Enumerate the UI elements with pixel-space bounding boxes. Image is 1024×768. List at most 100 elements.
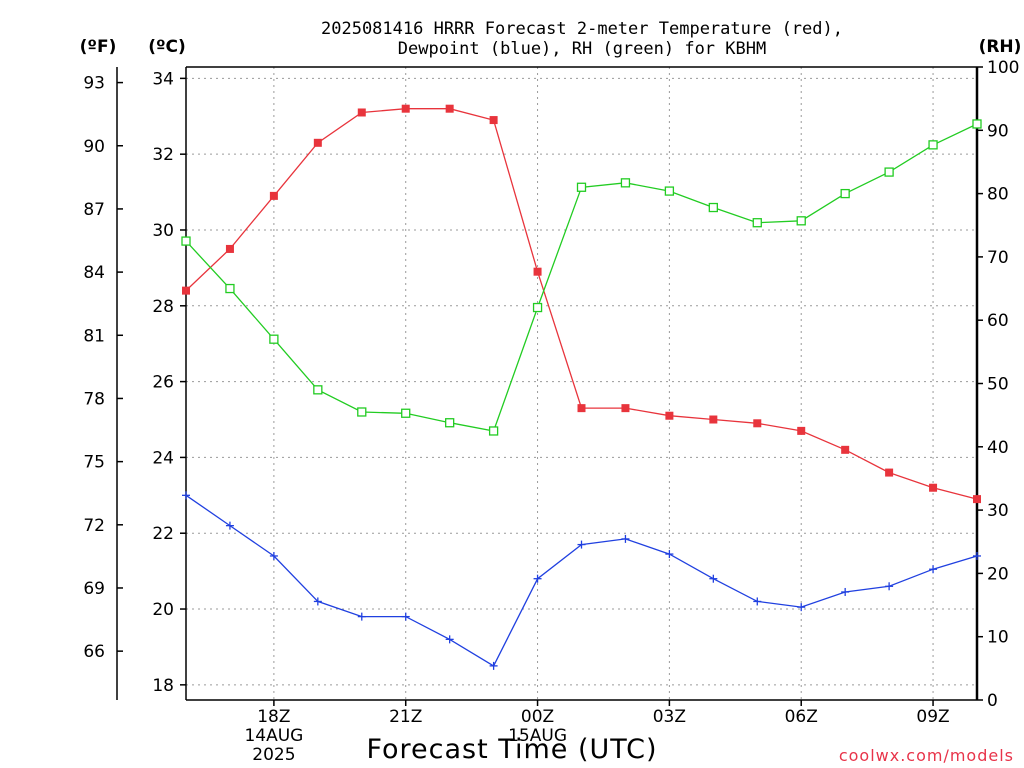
x-tick-label: 15AUG — [508, 726, 567, 746]
dewpoint-point — [401, 612, 410, 621]
dewpoint-point — [225, 521, 234, 530]
x-tick-label: 14AUG — [244, 726, 303, 746]
temperature-point — [709, 415, 718, 424]
rh-point — [708, 202, 718, 213]
chart-axes — [116, 66, 983, 706]
rh-point — [884, 167, 894, 177]
credit-text: coolwx.com/models — [839, 746, 1014, 765]
temperature-point — [182, 286, 190, 295]
dewpoint-point — [577, 540, 586, 549]
rh-point — [225, 283, 235, 294]
chart-title-line-2: Dewpoint (blue), RH (green) for KBHM — [398, 39, 766, 59]
rh-point — [752, 218, 762, 228]
fahrenheit-tick-label: 87 — [83, 200, 105, 220]
rh-tick-label: 30 — [987, 501, 1009, 521]
rh-point — [357, 407, 367, 417]
rh-point — [313, 385, 323, 395]
rh-point — [445, 418, 455, 428]
series-line-temperature — [185, 108, 978, 500]
temperature-point — [577, 404, 586, 413]
temperature-point — [929, 483, 938, 492]
rh-tick-label: 80 — [987, 185, 1009, 205]
temperature-point — [973, 495, 981, 504]
temperature-point — [357, 108, 366, 117]
temperature-point — [225, 244, 234, 253]
rh-point — [488, 426, 499, 436]
rh-tick-label: 40 — [987, 438, 1009, 458]
rh-point — [972, 119, 982, 129]
temperature-point — [753, 419, 762, 428]
rh-unit-label: (RH) — [979, 37, 1022, 57]
dewpoint-point — [753, 597, 762, 606]
dewpoint-point — [929, 565, 938, 574]
celsius-tick-label: 18 — [152, 676, 174, 696]
series-rh — [181, 119, 982, 436]
dewpoint-point — [533, 574, 542, 583]
rh-point — [181, 236, 191, 246]
series-line-dewpoint — [185, 494, 978, 667]
temperature-point — [445, 104, 454, 113]
x-tick-label: 03Z — [653, 707, 686, 727]
series-dewpoint — [182, 491, 981, 670]
celsius-tick-label: 22 — [152, 524, 174, 544]
dewpoint-point — [313, 597, 322, 606]
temperature-point — [401, 104, 410, 113]
dewpoint-point — [621, 534, 630, 543]
rh-tick-label: 70 — [987, 248, 1009, 268]
x-tick-label: 18Z — [257, 707, 290, 727]
temperature-point — [665, 411, 674, 420]
series-temperature — [182, 104, 981, 504]
dewpoint-point — [269, 551, 278, 560]
rh-point — [576, 182, 587, 192]
temperature-point — [841, 445, 850, 454]
chart-tick-labels: 18 20 22 24 26 28 30 32 34 66 69 72 75 78 81 84 87 90 93 0 1… — [83, 58, 1019, 765]
rh-tick-label: 50 — [987, 375, 1009, 395]
fahrenheit-tick-label: 66 — [83, 642, 105, 662]
rh-tick-label: 60 — [987, 311, 1009, 331]
rh-point — [532, 302, 543, 313]
rh-point — [401, 408, 411, 418]
temperature-point — [797, 426, 806, 435]
chart-grid — [186, 67, 977, 700]
fahrenheit-tick-label: 72 — [83, 516, 105, 536]
dewpoint-point — [841, 587, 850, 596]
x-axis-label: Forecast Time (UTC) — [366, 734, 657, 765]
celsius-tick-label: 28 — [152, 297, 174, 317]
dewpoint-point — [489, 661, 498, 670]
dewpoint-point — [797, 603, 806, 612]
x-tick-label: 21Z — [389, 707, 422, 727]
dewpoint-point — [709, 574, 718, 583]
celsius-tick-label: 32 — [152, 145, 174, 165]
dewpoint-point — [357, 612, 366, 621]
series-line-rh — [185, 123, 978, 432]
celsius-tick-label: 30 — [152, 221, 174, 241]
fahrenheit-tick-label: 69 — [83, 579, 105, 599]
fahrenheit-unit-label: (ºF) — [80, 37, 117, 57]
dewpoint-point — [665, 550, 674, 559]
rh-point — [269, 334, 279, 344]
rh-tick-label: 90 — [987, 121, 1009, 141]
celsius-unit-label: (ºC) — [148, 37, 186, 57]
chart-series — [181, 104, 982, 670]
rh-tick-label: 10 — [987, 628, 1009, 648]
fahrenheit-tick-label: 84 — [83, 263, 105, 283]
rh-tick-label: 0 — [987, 691, 998, 711]
fahrenheit-tick-label: 90 — [83, 137, 105, 157]
fahrenheit-tick-label: 93 — [83, 74, 105, 94]
celsius-tick-label: 20 — [152, 600, 174, 620]
rh-point — [928, 140, 938, 150]
rh-point — [664, 186, 675, 196]
temperature-point — [489, 116, 498, 125]
dewpoint-point — [445, 635, 454, 644]
x-tick-label: 06Z — [785, 707, 818, 727]
temperature-point — [621, 404, 630, 413]
fahrenheit-tick-label: 81 — [83, 326, 105, 346]
celsius-tick-label: 24 — [152, 448, 174, 468]
x-tick-label: 2025 — [252, 745, 295, 765]
rh-point — [620, 178, 631, 188]
celsius-tick-label: 26 — [152, 373, 174, 393]
x-tick-label: 09Z — [916, 707, 949, 727]
x-tick-label: 00Z — [521, 707, 554, 727]
fahrenheit-tick-label: 78 — [83, 389, 105, 409]
